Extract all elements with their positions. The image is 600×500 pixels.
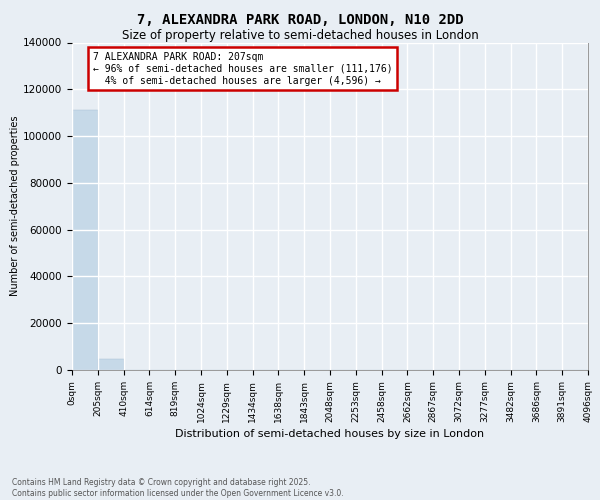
Text: 7, ALEXANDRA PARK ROAD, LONDON, N10 2DD: 7, ALEXANDRA PARK ROAD, LONDON, N10 2DD [137,12,463,26]
Y-axis label: Number of semi-detached properties: Number of semi-detached properties [10,116,20,296]
Bar [72,110,98,370]
Text: Contains HM Land Registry data © Crown copyright and database right 2025.
Contai: Contains HM Land Registry data © Crown c… [12,478,344,498]
Text: 7 ALEXANDRA PARK ROAD: 207sqm
← 96% of semi-detached houses are smaller (111,176: 7 ALEXANDRA PARK ROAD: 207sqm ← 96% of s… [92,52,392,86]
X-axis label: Distribution of semi-detached houses by size in London: Distribution of semi-detached houses by … [175,429,485,439]
Text: Size of property relative to semi-detached houses in London: Size of property relative to semi-detach… [122,29,478,42]
Bar [98,359,124,370]
